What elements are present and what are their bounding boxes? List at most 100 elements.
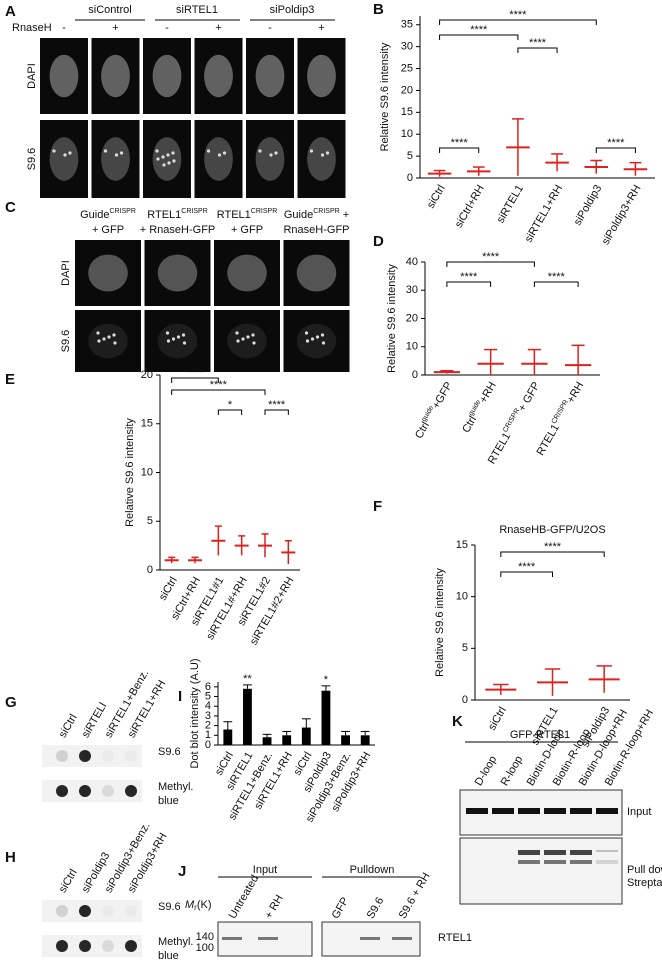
significance-bracket	[595, 147, 636, 153]
y-tick-label: 3	[205, 710, 211, 722]
condition-name: RTEL1	[147, 209, 181, 221]
row-label: Methyl.	[158, 936, 193, 948]
blot-dot	[125, 940, 137, 952]
y-tick-label: 5	[462, 642, 468, 654]
band	[596, 850, 618, 852]
significance: *	[324, 674, 329, 686]
x-tick-label: RTEL1CRISPR+RH	[534, 379, 587, 457]
focus	[113, 341, 117, 345]
significance: ****	[607, 137, 625, 149]
focus	[171, 337, 176, 341]
significance: ****	[268, 399, 286, 411]
blot-dot	[125, 905, 137, 917]
significance-bracket	[439, 147, 480, 153]
significance-bracket	[446, 261, 535, 267]
treatment: +	[318, 22, 324, 34]
y-tick-label: 0	[462, 694, 468, 706]
category-sup: CRISPR	[502, 407, 521, 433]
panel-label: B	[373, 1, 384, 18]
blot	[42, 745, 142, 767]
row-label: S9.6	[26, 148, 38, 171]
panel-label: E	[5, 371, 15, 388]
mw-unit: (K)	[197, 899, 212, 911]
blot-dot	[125, 750, 137, 762]
significance-bracket	[500, 571, 553, 577]
condition-label: RTEL1CRISPR	[147, 208, 208, 221]
focus	[167, 161, 171, 165]
nucleus	[152, 54, 182, 98]
category-name: RTEL1	[486, 431, 513, 466]
focus	[165, 331, 170, 335]
category-suffix: +GFP	[430, 380, 455, 411]
blot-dot	[56, 750, 68, 762]
nucleus	[88, 254, 128, 292]
panel-label: D	[373, 233, 384, 250]
lane-label: GFP	[330, 895, 352, 921]
blot-dot	[125, 785, 137, 797]
row-label: S9.6	[158, 746, 181, 758]
treatment: -	[165, 22, 169, 34]
focus	[310, 337, 315, 341]
category-name: Ctrl	[413, 420, 432, 441]
y-tick-label: 0	[205, 739, 211, 751]
blot-dot	[56, 785, 68, 797]
treatment: -	[268, 22, 272, 34]
band	[544, 808, 566, 814]
focus	[309, 149, 314, 153]
band	[518, 860, 540, 864]
lane-label: siCtrl	[57, 867, 80, 895]
lane-label: Untreated	[227, 873, 262, 921]
significance: ****	[544, 541, 562, 553]
lane-label: D-loop	[473, 754, 500, 788]
band	[360, 937, 380, 940]
y-tick-label: 2	[205, 720, 211, 732]
bar	[341, 735, 350, 745]
bar	[360, 735, 370, 745]
x-tick-label: Ctrlguide+RH	[459, 379, 499, 435]
category-suffix: + GFP	[516, 380, 542, 414]
blot-dot	[56, 940, 68, 952]
x-tick-label: siCtrl+RH	[453, 183, 487, 230]
significance: ****	[509, 9, 527, 21]
y-tick-label: 15	[401, 106, 413, 118]
focus	[269, 153, 273, 157]
significance-bracket	[171, 377, 219, 383]
x-tick-label: siCtrl	[157, 575, 180, 603]
category-suffix: +RH	[477, 380, 499, 405]
focus	[166, 339, 171, 343]
y-tick-label: 20	[141, 369, 153, 381]
band	[258, 937, 278, 940]
blot	[459, 837, 623, 905]
focus	[68, 151, 72, 155]
treatment-label: RnaseH	[12, 22, 52, 34]
band	[596, 860, 618, 864]
nucleus	[88, 323, 128, 359]
condition-line2: + RnaseH-GFP	[140, 224, 216, 236]
focus	[162, 163, 166, 167]
focus	[325, 151, 330, 155]
condition-label: GuideCRISPR +	[284, 208, 349, 221]
condition-name: RTEL1	[217, 209, 251, 221]
lane-label: Biotin-R-loop+RH	[603, 708, 656, 788]
significance-bracket	[171, 389, 266, 395]
condition-line2: + GFP	[231, 224, 263, 236]
treatment: -	[62, 22, 66, 34]
y-tick-label: 6	[205, 681, 211, 693]
nucleus	[296, 323, 337, 359]
panel-label: F	[373, 498, 382, 515]
bar	[282, 735, 292, 745]
significance: ****	[460, 271, 478, 283]
y-axis-label: Dot blot intensity (A.U)	[189, 658, 201, 768]
band	[222, 937, 242, 940]
blot-dot	[102, 785, 114, 797]
panel-label: C	[5, 199, 16, 216]
nucleus	[101, 54, 130, 98]
significance-bracket	[439, 19, 597, 25]
focus	[176, 335, 181, 339]
nucleus	[227, 254, 267, 292]
lane-label: siCtrl	[57, 712, 80, 740]
row-label: Streptavidin	[627, 877, 662, 889]
focus	[320, 333, 325, 337]
blot	[42, 780, 142, 802]
